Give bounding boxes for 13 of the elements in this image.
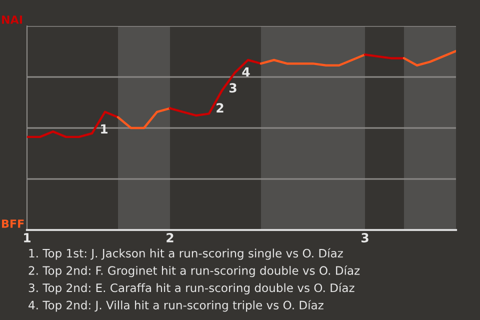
x-tick-label: 2 — [166, 233, 174, 242]
x-tick-label: 3 — [361, 233, 368, 242]
text: 4. Top 2nd: J. Villa hit a run-scoring triple vs O. Díaz — [28, 300, 324, 312]
annotation: 4 — [242, 67, 250, 76]
text: NAI — [2, 16, 22, 24]
x-tick-label: 1 — [24, 233, 30, 242]
annotation: 3 — [229, 83, 236, 93]
text: 2. Top 2nd: F. Groginet hit a run-scoring double vs O. Díaz — [28, 265, 360, 278]
annotation: 1 — [101, 124, 108, 134]
text: 3. Top 2nd: E. Caraffa hit a run-scoring double vs O. Díaz — [28, 282, 354, 294]
annotation: 2 — [216, 103, 224, 112]
text: 1. Top 1st: J. Jackson hit a run-scoring single vs O. Díaz — [29, 248, 343, 260]
text: BFF — [2, 220, 24, 228]
